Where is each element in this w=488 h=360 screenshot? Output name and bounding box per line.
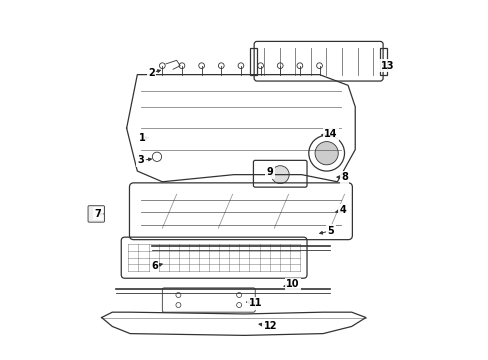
Text: 4: 4: [339, 205, 346, 215]
Text: 13: 13: [380, 61, 393, 71]
Text: 6: 6: [151, 261, 158, 271]
Text: 9: 9: [266, 167, 273, 177]
Text: 7: 7: [95, 209, 101, 219]
Text: 1: 1: [139, 133, 146, 143]
Text: 12: 12: [264, 321, 277, 331]
Text: 10: 10: [285, 279, 299, 289]
Text: 8: 8: [341, 172, 347, 182]
Circle shape: [271, 166, 288, 184]
Circle shape: [314, 141, 338, 165]
Text: 5: 5: [327, 226, 334, 236]
Text: 3: 3: [137, 156, 144, 165]
Text: 11: 11: [248, 298, 262, 308]
Text: 14: 14: [324, 129, 337, 139]
FancyBboxPatch shape: [88, 206, 104, 222]
Text: 2: 2: [148, 68, 155, 78]
